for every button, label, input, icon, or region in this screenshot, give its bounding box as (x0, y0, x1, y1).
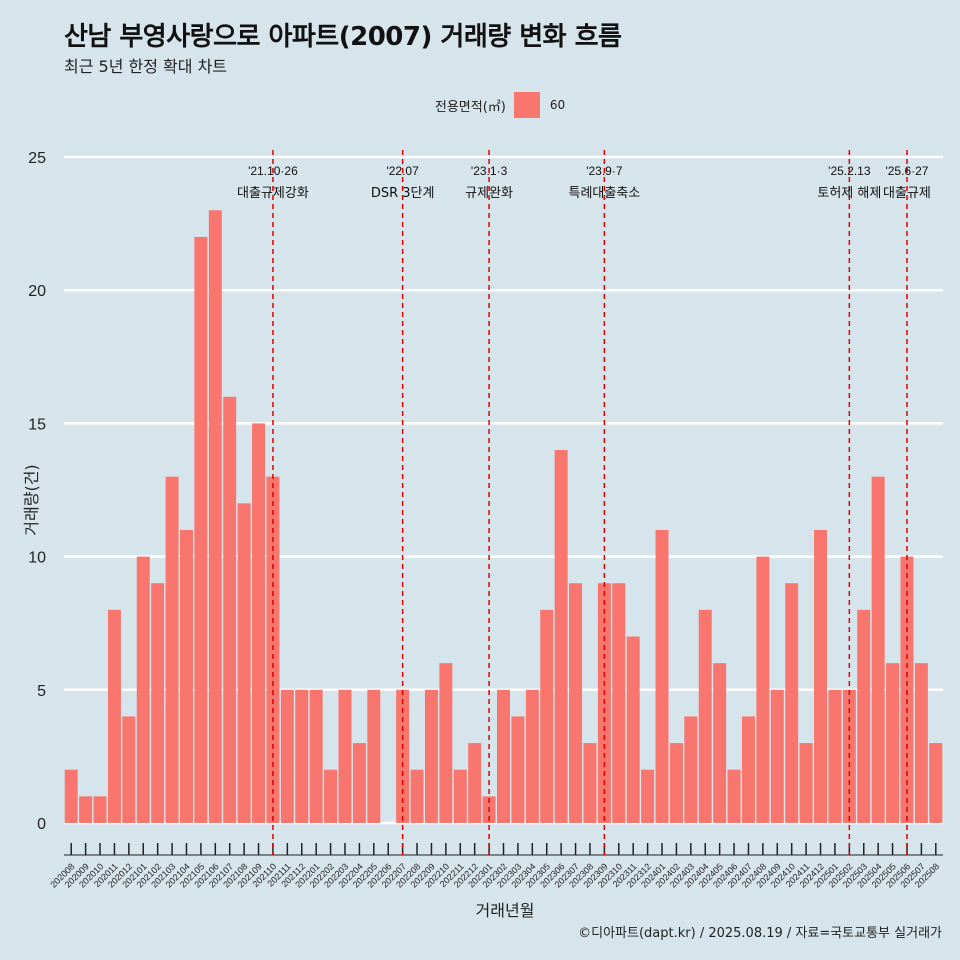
bar (641, 769, 655, 823)
bar (410, 769, 424, 823)
bar (540, 609, 554, 823)
chart-subtitle: 최근 5년 한정 확대 차트 (64, 57, 228, 76)
bar (684, 716, 698, 823)
bar (727, 769, 741, 823)
bar (525, 689, 539, 823)
bar (93, 796, 107, 823)
bar (828, 689, 842, 823)
y-tick-label: 0 (37, 816, 46, 833)
bar (914, 663, 928, 823)
legend-title: 전용면적(㎡) (434, 99, 506, 115)
bar (165, 476, 179, 823)
bar (107, 609, 121, 823)
bar (785, 583, 799, 823)
bar (569, 583, 583, 823)
event-text-label: 대출규제 (883, 186, 931, 201)
x-axis-label: 거래년월 (475, 901, 535, 920)
bar (223, 396, 237, 823)
bar (208, 210, 222, 823)
bar (900, 556, 914, 823)
bar (583, 743, 597, 823)
bar (886, 663, 900, 823)
bar (79, 796, 93, 823)
bar (252, 423, 266, 823)
bar (280, 689, 294, 823)
event-text-label: 대출규제강화 (237, 186, 309, 201)
bar (929, 743, 943, 823)
bar (237, 503, 251, 823)
bar (439, 663, 453, 823)
bar (367, 689, 381, 823)
bar (338, 689, 352, 823)
y-tick-label: 15 (28, 416, 46, 433)
source-caption: ©디아파트(dapt.kr) / 2025.08.19 / 자료=국토교통부 실… (578, 926, 942, 941)
bar (151, 583, 165, 823)
legend-item-label: 60 (549, 98, 566, 112)
bar (770, 689, 784, 823)
legend-key-swatch (513, 92, 540, 118)
bar (871, 476, 885, 823)
bar (741, 716, 755, 823)
bar (468, 743, 482, 823)
event-text-label: 특례대출축소 (568, 186, 640, 201)
event-text-label: 규제완화 (465, 186, 513, 201)
event-date-label: '25.6·27 (885, 164, 928, 178)
event-date-label: '23.9·7 (586, 164, 623, 178)
bar (295, 689, 309, 823)
bar (698, 609, 712, 823)
bar (64, 769, 78, 823)
legend: 전용면적(㎡) 60 (0, 92, 960, 118)
bar (612, 583, 626, 823)
event-date-label: '22.07 (386, 164, 419, 178)
bar (756, 556, 770, 823)
bar (324, 769, 338, 823)
bar (136, 556, 150, 823)
bar (309, 689, 323, 823)
event-date-label: '23.1·3 (471, 164, 508, 178)
bar (554, 450, 568, 823)
event-date-label: '21.10·26 (248, 164, 298, 178)
bar (179, 529, 193, 823)
event-text-label: 토허제 해제 (817, 186, 881, 201)
bar (713, 663, 727, 823)
y-tick-label: 10 (28, 550, 46, 567)
bar (424, 689, 438, 823)
y-tick-label: 25 (28, 150, 46, 167)
bar (497, 689, 510, 823)
bar (799, 743, 813, 823)
event-text-label: DSR 3단계 (371, 186, 435, 201)
bar (352, 743, 366, 823)
bar (194, 236, 208, 824)
event-date-label: '25.2.13 (828, 164, 871, 178)
bar (857, 609, 871, 823)
bar (453, 769, 467, 823)
bar (511, 716, 525, 823)
bar (669, 743, 683, 823)
bar (122, 716, 136, 823)
bar (655, 529, 669, 823)
bar (626, 636, 640, 823)
y-tick-label: 20 (28, 283, 46, 300)
bar (814, 529, 828, 823)
chart-title: 산남 부영사랑으로 아파트(2007) 거래량 변화 흐름 (64, 22, 622, 52)
y-tick-label: 5 (37, 683, 46, 700)
